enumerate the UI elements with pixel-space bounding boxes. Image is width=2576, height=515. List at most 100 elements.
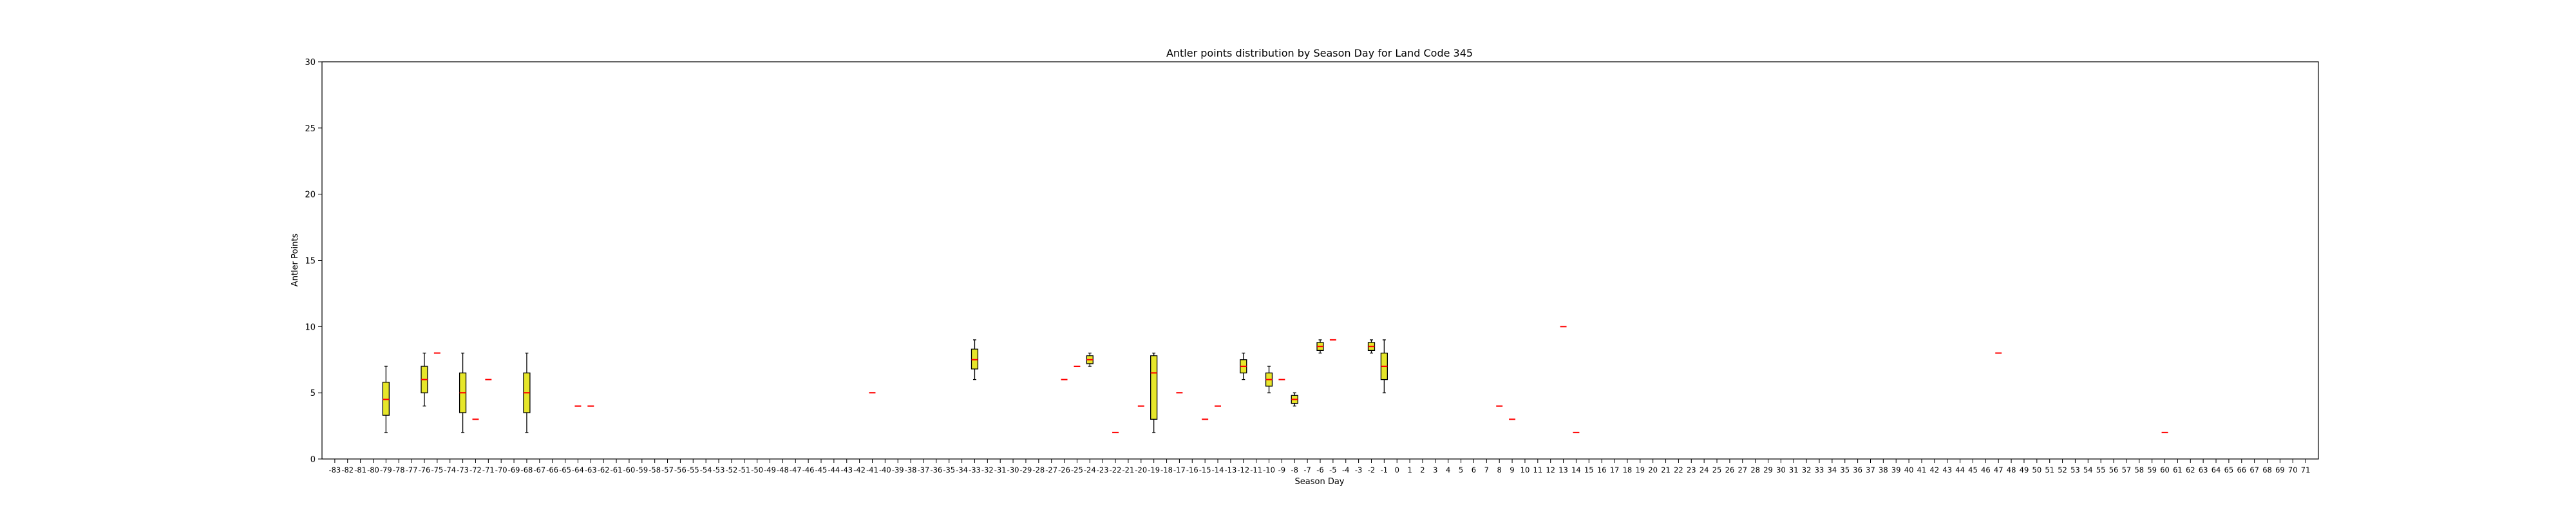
x-tick-label: 66 — [2237, 465, 2246, 474]
x-tick-label: 15 — [1584, 465, 1594, 474]
x-tick-label: -44 — [828, 465, 840, 474]
x-tick-label: -41 — [866, 465, 878, 474]
x-tick-label: -63 — [585, 465, 597, 474]
x-tick-label: -23 — [1097, 465, 1109, 474]
x-tick-label: -73 — [457, 465, 469, 474]
x-tick-label: 22 — [1674, 465, 1683, 474]
x-tick-label: -57 — [661, 465, 674, 474]
box-plot — [382, 366, 390, 433]
x-tick-label: 26 — [1725, 465, 1735, 474]
x-tick-label: -17 — [1173, 465, 1186, 474]
x-tick-label: -14 — [1212, 465, 1224, 474]
x-tick-label: -62 — [598, 465, 610, 474]
x-tick-label: -42 — [853, 465, 866, 474]
x-tick-label: 62 — [2186, 465, 2195, 474]
x-tick-label: -46 — [802, 465, 815, 474]
x-tick-label: -16 — [1186, 465, 1198, 474]
x-tick-label: 9 — [1510, 465, 1514, 474]
x-tick-label: 59 — [2147, 465, 2157, 474]
x-tick-label: 1 — [1407, 465, 1412, 474]
x-tick-label: 31 — [1789, 465, 1799, 474]
x-tick-label: 20 — [1648, 465, 1658, 474]
x-tick-label: -21 — [1122, 465, 1135, 474]
box-plot — [971, 339, 979, 380]
x-tick-label: -72 — [469, 465, 482, 474]
y-axis-label: Antler Points — [290, 234, 300, 287]
x-tick-label: 2 — [1420, 465, 1425, 474]
x-tick-label: 54 — [2083, 465, 2093, 474]
x-tick-label: -81 — [354, 465, 366, 474]
x-tick-label: 38 — [1879, 465, 1888, 474]
y-axis: 0 5 10 15 20 25 30 — [305, 58, 322, 465]
x-tick-label: -24 — [1084, 465, 1096, 474]
x-tick-label: 3 — [1433, 465, 1437, 474]
x-tick-label: 58 — [2134, 465, 2144, 474]
x-tick-label: 30 — [1776, 465, 1786, 474]
x-tick-label: -53 — [713, 465, 725, 474]
x-tick-label: 47 — [1994, 465, 2003, 474]
x-tick-label: -26 — [1058, 465, 1070, 474]
x-tick-label: -5 — [1329, 465, 1336, 474]
box-plot — [1291, 392, 1298, 407]
x-tick-label: -49 — [764, 465, 776, 474]
x-tick-label: -25 — [1071, 465, 1083, 474]
x-tick-label: -18 — [1160, 465, 1173, 474]
x-tick-label: 44 — [1955, 465, 1965, 474]
x-tick-label: 34 — [1828, 465, 1837, 474]
x-tick-label: 16 — [1597, 465, 1607, 474]
x-tick-label: -11 — [1250, 465, 1262, 474]
x-tick-label: -54 — [700, 465, 712, 474]
x-tick-label: 60 — [2160, 465, 2170, 474]
x-tick-label: -50 — [751, 465, 763, 474]
x-tick-label: -55 — [687, 465, 699, 474]
x-tick-label: -33 — [969, 465, 981, 474]
x-tick-label: -35 — [943, 465, 955, 474]
x-tick-label: -45 — [815, 465, 828, 474]
x-tick-label: 33 — [1815, 465, 1824, 474]
x-tick-label: -7 — [1303, 465, 1311, 474]
x-tick-label: 27 — [1738, 465, 1747, 474]
x-tick-label: 63 — [2199, 465, 2208, 474]
x-tick-label: -60 — [623, 465, 636, 474]
plot-area — [321, 61, 2319, 460]
x-tick-label: -67 — [533, 465, 545, 474]
x-tick-label: 6 — [1472, 465, 1476, 474]
x-tick-label: -9 — [1278, 465, 1285, 474]
y-tick-label: 15 — [305, 257, 316, 267]
x-tick-label: -70 — [495, 465, 507, 474]
x-tick-label: -15 — [1199, 465, 1211, 474]
x-tick-label: 64 — [2211, 465, 2221, 474]
x-tick-label: 12 — [1546, 465, 1555, 474]
x-tick-label: -66 — [546, 465, 558, 474]
box-plots — [382, 326, 2168, 433]
x-tick-label: 40 — [1904, 465, 1914, 474]
x-tick-label: 50 — [2032, 465, 2042, 474]
x-tick-label: 10 — [1520, 465, 1530, 474]
x-tick-label: -37 — [918, 465, 930, 474]
y-tick-label: 5 — [310, 389, 316, 398]
box-plot — [1240, 352, 1247, 380]
x-tick-label: 49 — [2020, 465, 2029, 474]
x-tick-label: -38 — [905, 465, 917, 474]
x-tick-label: -20 — [1135, 465, 1147, 474]
box-plot — [1086, 352, 1094, 367]
x-tick-label: -34 — [956, 465, 968, 474]
x-tick-label: 65 — [2224, 465, 2234, 474]
x-tick-label: -78 — [393, 465, 405, 474]
x-tick-label: -43 — [840, 465, 853, 474]
x-tick-label: -68 — [521, 465, 533, 474]
x-tick-label: 17 — [1610, 465, 1620, 474]
x-tick-label: -40 — [879, 465, 891, 474]
box — [1150, 355, 1158, 420]
x-tick-label: -48 — [777, 465, 789, 474]
x-tick-label: 41 — [1917, 465, 1927, 474]
x-tick-label: 48 — [2007, 465, 2016, 474]
x-tick-label: -52 — [725, 465, 737, 474]
box-plot — [523, 352, 531, 433]
x-tick-label: 51 — [2045, 465, 2054, 474]
x-tick-label: 21 — [1661, 465, 1671, 474]
y-tick-label: 20 — [305, 191, 316, 200]
x-tick-label: 39 — [1891, 465, 1901, 474]
chart-title: Antler points distribution by Season Day… — [1166, 47, 1473, 59]
x-tick-label: -74 — [444, 465, 456, 474]
